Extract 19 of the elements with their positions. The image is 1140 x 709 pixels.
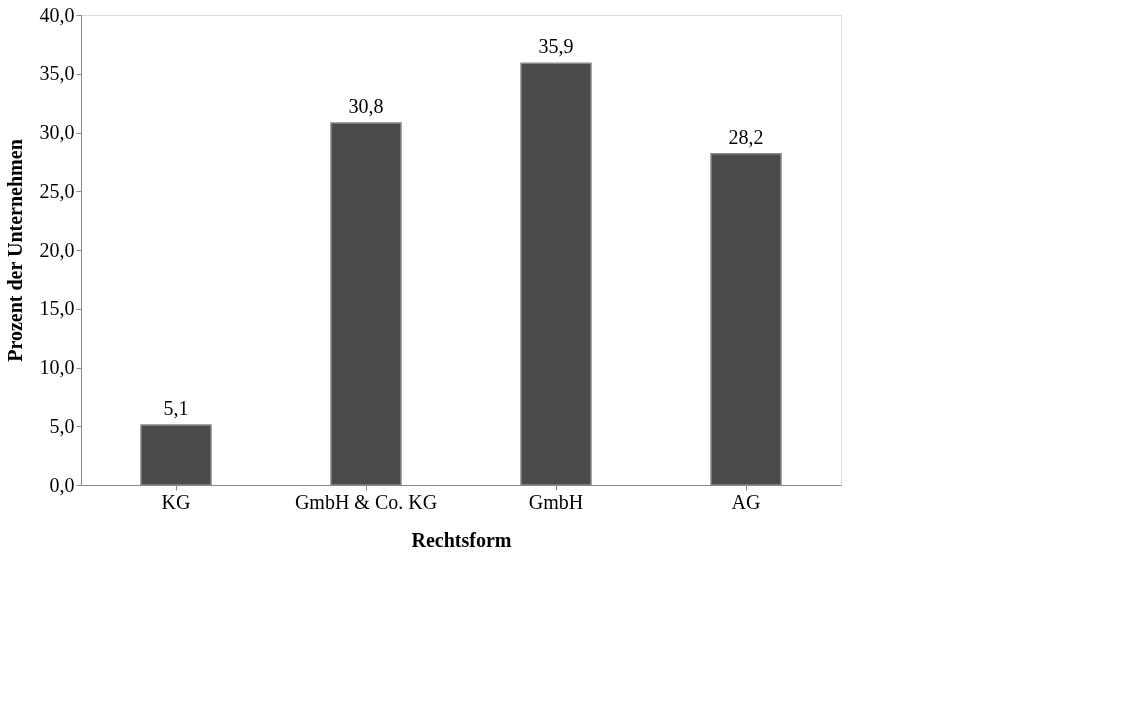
data-label: 28,2 [728,125,764,148]
y-tick-label: 25,0 [39,179,75,202]
y-tick-label: 15,0 [39,297,75,320]
x-tick-label: AG [731,490,761,513]
data-label: 5,1 [163,397,189,420]
x-axis-title: Rechtsform [411,528,512,551]
y-tick-label: 0,0 [49,473,75,496]
x-tick-label: GmbH & Co. KG [294,490,438,513]
y-tick-label: 5,0 [49,414,75,437]
y-tick-label: 20,0 [39,238,75,261]
data-label: 30,8 [348,95,384,118]
y-tick-label: 10,0 [39,356,75,378]
y-tick-label: 35,0 [39,62,75,85]
y-tick-label: 30,0 [39,121,75,143]
y-tick-label: 40,0 [39,3,75,26]
y-axis-title: Prozent der Unternehmen [3,139,26,362]
x-tick-label: KG [161,490,191,513]
data-label: 35,9 [538,35,574,58]
x-tick-label: GmbH [528,490,584,513]
